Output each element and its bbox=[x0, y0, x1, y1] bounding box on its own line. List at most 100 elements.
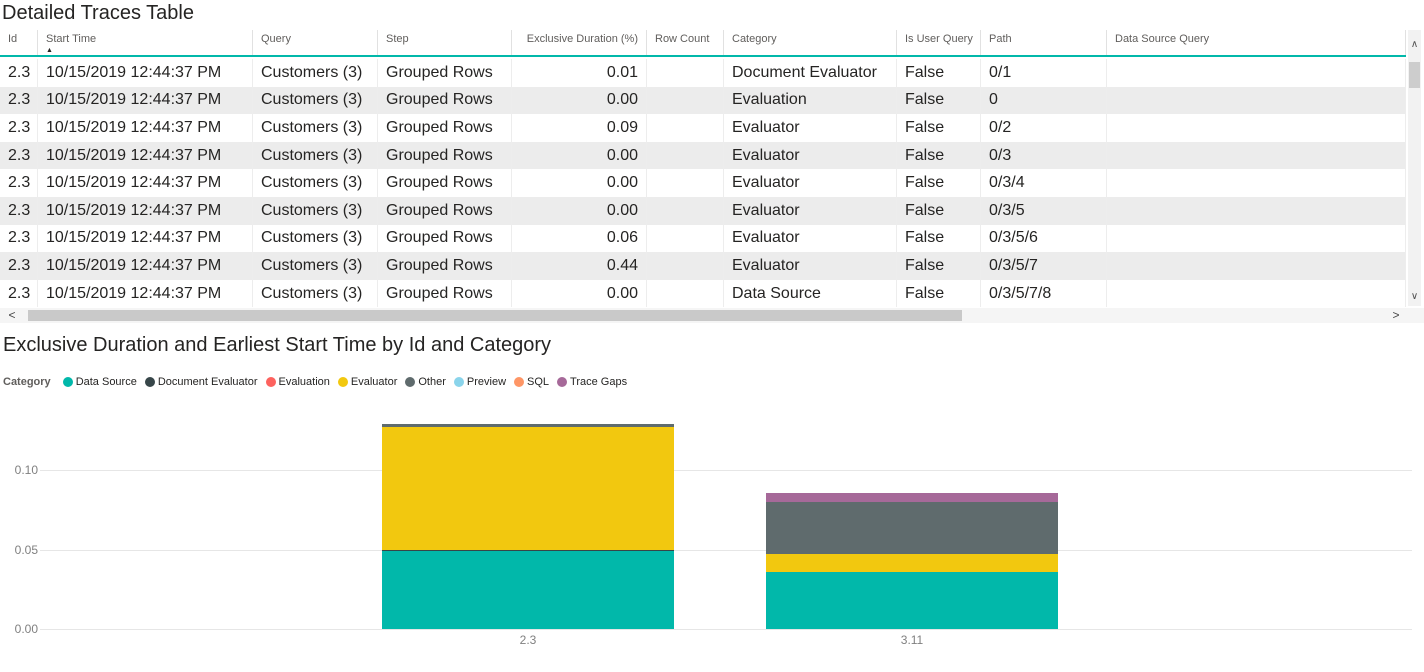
table-cell[interactable]: Evaluator bbox=[724, 224, 897, 253]
table-cell[interactable]: 2.3 bbox=[0, 196, 38, 225]
table-cell[interactable]: False bbox=[897, 141, 981, 170]
bar-2.3-segment-evaluator[interactable] bbox=[382, 426, 674, 550]
legend-item-trace-gaps[interactable]: Trace Gaps bbox=[557, 376, 627, 388]
bar-3.11-segment-other[interactable] bbox=[766, 502, 1058, 555]
scroll-down-icon[interactable]: ∨ bbox=[1410, 291, 1419, 302]
table-cell[interactable] bbox=[647, 59, 724, 87]
table-cell[interactable] bbox=[1107, 224, 1406, 253]
table-cell[interactable]: 10/15/2019 12:44:37 PM bbox=[38, 252, 253, 280]
bar-3.11-segment-data-source[interactable] bbox=[766, 571, 1058, 629]
scroll-right-icon[interactable]: > bbox=[1392, 308, 1400, 322]
table-cell[interactable]: False bbox=[897, 224, 981, 253]
column-header-start-time[interactable]: Start Time ▲ bbox=[38, 30, 253, 55]
table-cell[interactable]: False bbox=[897, 252, 981, 280]
table-cell[interactable]: Evaluator bbox=[724, 252, 897, 280]
table-cell[interactable]: 10/15/2019 12:44:37 PM bbox=[38, 169, 253, 197]
table-cell[interactable]: 10/15/2019 12:44:37 PM bbox=[38, 279, 253, 308]
legend-item-evaluation[interactable]: Evaluation bbox=[265, 376, 330, 388]
table-horizontal-scrollbar[interactable]: < > bbox=[0, 308, 1424, 323]
table-row[interactable]: 2.3 10/15/2019 12:44:37 PM Customers (3) Gr… bbox=[0, 59, 1406, 87]
table-cell[interactable]: 10/15/2019 12:44:37 PM bbox=[38, 141, 253, 170]
table-cell[interactable]: 0.06 bbox=[512, 224, 647, 253]
table-cell[interactable]: 2.3 bbox=[0, 59, 38, 87]
table-cell[interactable]: 0.00 bbox=[512, 279, 647, 308]
table-cell[interactable] bbox=[647, 86, 724, 115]
table-cell[interactable]: 0.44 bbox=[512, 252, 647, 280]
table-cell[interactable]: Evaluation bbox=[724, 86, 897, 115]
table-cell[interactable]: Grouped Rows bbox=[378, 59, 512, 87]
table-cell[interactable]: Customers (3) bbox=[253, 279, 378, 308]
table-cell[interactable]: Grouped Rows bbox=[378, 141, 512, 170]
table-cell[interactable]: False bbox=[897, 279, 981, 308]
table-cell[interactable]: False bbox=[897, 59, 981, 87]
table-cell[interactable]: 10/15/2019 12:44:37 PM bbox=[38, 196, 253, 225]
table-cell[interactable]: 0.00 bbox=[512, 141, 647, 170]
table-row[interactable]: 2.3 10/15/2019 12:44:37 PM Customers (3) Gr… bbox=[0, 224, 1406, 253]
table-cell[interactable] bbox=[1107, 59, 1406, 87]
table-row[interactable]: 2.3 10/15/2019 12:44:37 PM Customers (3) Gr… bbox=[0, 86, 1406, 115]
table-cell[interactable] bbox=[1107, 86, 1406, 115]
table-cell[interactable]: 0/3/5 bbox=[981, 196, 1107, 225]
table-cell[interactable] bbox=[647, 224, 724, 253]
table-cell[interactable] bbox=[647, 252, 724, 280]
table-cell[interactable]: Grouped Rows bbox=[378, 279, 512, 308]
table-cell[interactable]: 2.3 bbox=[0, 279, 38, 308]
column-header-category[interactable]: Category bbox=[724, 30, 897, 55]
table-cell[interactable]: 10/15/2019 12:44:37 PM bbox=[38, 86, 253, 115]
table-row[interactable]: 2.3 10/15/2019 12:44:37 PM Customers (3) Gr… bbox=[0, 252, 1406, 280]
legend-item-preview[interactable]: Preview bbox=[453, 376, 506, 388]
column-header-step[interactable]: Step bbox=[378, 30, 512, 55]
table-cell[interactable] bbox=[647, 169, 724, 197]
table-cell[interactable]: 0/1 bbox=[981, 59, 1107, 87]
table-cell[interactable]: Grouped Rows bbox=[378, 169, 512, 197]
table-cell[interactable] bbox=[1107, 252, 1406, 280]
table-cell[interactable]: False bbox=[897, 169, 981, 197]
column-header-query[interactable]: Query bbox=[253, 30, 378, 55]
vertical-scroll-thumb[interactable] bbox=[1409, 62, 1420, 88]
column-header-is-user-query[interactable]: Is User Query bbox=[897, 30, 981, 55]
table-cell[interactable]: Evaluator bbox=[724, 141, 897, 170]
legend-item-evaluator[interactable]: Evaluator bbox=[337, 376, 397, 388]
table-cell[interactable]: 10/15/2019 12:44:37 PM bbox=[38, 59, 253, 87]
column-header-id[interactable]: Id bbox=[0, 30, 38, 55]
legend-item-document-evaluator[interactable]: Document Evaluator bbox=[144, 376, 258, 388]
scroll-left-icon[interactable]: < bbox=[8, 308, 16, 322]
table-cell[interactable]: Customers (3) bbox=[253, 59, 378, 87]
table-cell[interactable]: Grouped Rows bbox=[378, 196, 512, 225]
table-vertical-scrollbar[interactable]: ∧ ∨ bbox=[1408, 30, 1421, 306]
table-cell[interactable]: 10/15/2019 12:44:37 PM bbox=[38, 224, 253, 253]
table-cell[interactable]: Grouped Rows bbox=[378, 114, 512, 142]
table-row[interactable]: 2.3 10/15/2019 12:44:37 PM Customers (3) Gr… bbox=[0, 141, 1406, 170]
horizontal-scroll-thumb[interactable] bbox=[28, 310, 962, 321]
table-cell[interactable] bbox=[1107, 196, 1406, 225]
table-row[interactable]: 2.3 10/15/2019 12:44:37 PM Customers (3) Gr… bbox=[0, 196, 1406, 225]
bar-2.3-segment-other[interactable] bbox=[382, 423, 674, 427]
table-cell[interactable]: Customers (3) bbox=[253, 114, 378, 142]
legend-item-other[interactable]: Other bbox=[405, 376, 446, 388]
table-cell[interactable] bbox=[1107, 169, 1406, 197]
table-cell[interactable]: 0/3 bbox=[981, 141, 1107, 170]
table-cell[interactable] bbox=[647, 279, 724, 308]
table-cell[interactable]: Evaluator bbox=[724, 196, 897, 225]
table-cell[interactable]: 0/3/5/7/8 bbox=[981, 279, 1107, 308]
table-cell[interactable]: False bbox=[897, 86, 981, 115]
table-cell[interactable]: Grouped Rows bbox=[378, 252, 512, 280]
table-cell[interactable]: Evaluator bbox=[724, 169, 897, 197]
table-cell[interactable] bbox=[1107, 141, 1406, 170]
column-header-path[interactable]: Path bbox=[981, 30, 1107, 55]
table-row[interactable]: 2.3 10/15/2019 12:44:37 PM Customers (3) Gr… bbox=[0, 169, 1406, 197]
table-cell[interactable]: 0.00 bbox=[512, 86, 647, 115]
bar-3.11-segment-evaluator[interactable] bbox=[766, 554, 1058, 572]
table-cell[interactable]: Customers (3) bbox=[253, 86, 378, 115]
table-cell[interactable]: 0.09 bbox=[512, 114, 647, 142]
table-cell[interactable]: 2.3 bbox=[0, 224, 38, 253]
table-cell[interactable]: False bbox=[897, 114, 981, 142]
table-cell[interactable]: 10/15/2019 12:44:37 PM bbox=[38, 114, 253, 142]
table-cell[interactable]: 0/3/5/7 bbox=[981, 252, 1107, 280]
table-cell[interactable]: Customers (3) bbox=[253, 196, 378, 225]
table-cell[interactable]: False bbox=[897, 196, 981, 225]
table-cell[interactable]: Customers (3) bbox=[253, 169, 378, 197]
table-cell[interactable]: Evaluator bbox=[724, 114, 897, 142]
table-cell[interactable]: 2.3 bbox=[0, 86, 38, 115]
table-cell[interactable]: Data Source bbox=[724, 279, 897, 308]
